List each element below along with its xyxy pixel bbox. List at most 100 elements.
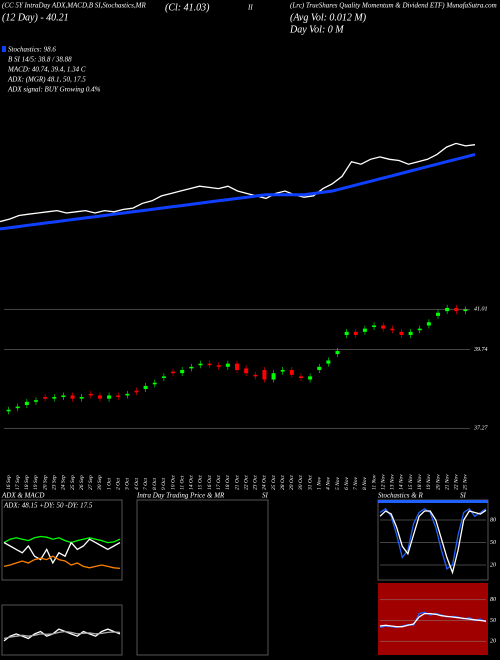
x-tick-label: 19 Sep — [33, 475, 39, 490]
x-tick-label: 17 Sep — [15, 475, 21, 490]
candle-body — [15, 406, 20, 409]
x-tick-label: 23 Oct — [253, 475, 259, 490]
candle-body — [253, 374, 258, 377]
stat: Stochastics: 98.6 — [8, 46, 56, 54]
day-vol: Day Vol: 0 M — [289, 24, 344, 35]
candle-body — [189, 366, 194, 369]
line-series — [379, 612, 487, 628]
x-tick-label: 1 Oct — [106, 477, 112, 490]
y-tick-label: 20 — [490, 562, 496, 568]
x-tick-label: 21 Oct — [234, 475, 240, 490]
x-tick-label: 10 Oct — [170, 475, 176, 490]
candle-body — [390, 328, 395, 331]
x-tick-label: 25 Oct — [271, 475, 277, 490]
close-text: (Cl: 41.03) — [165, 2, 210, 13]
panel-subtitle: SI — [262, 492, 269, 500]
x-tick-label: 2 Oct — [115, 477, 121, 490]
x-tick-label: 8 Nov — [362, 476, 368, 490]
candle-body — [262, 370, 267, 380]
candle-body — [33, 400, 38, 402]
candle-body — [362, 328, 367, 332]
candle-body — [134, 390, 139, 393]
x-tick-label: 14 Nov — [398, 474, 405, 490]
candle-body — [180, 370, 185, 374]
candle-body — [161, 376, 166, 378]
candle-body — [344, 331, 349, 335]
line-series — [0, 152, 476, 231]
x-tick-label: 8 Oct — [152, 477, 158, 490]
candle-body — [79, 397, 84, 399]
day-text: (12 Day) - 40.21 — [2, 12, 69, 23]
x-tick-label: 24 Sep — [60, 475, 67, 490]
panel-frame — [136, 499, 269, 656]
x-tick-label: 16 Oct — [207, 475, 213, 490]
x-tick-label: 15 Nov — [408, 474, 414, 490]
candle-body — [353, 331, 358, 335]
panel-band — [378, 500, 488, 503]
candle-body — [88, 393, 93, 396]
candle-body — [335, 350, 340, 355]
line-series — [3, 535, 121, 544]
x-tick-label: 17 Oct — [216, 475, 222, 490]
candle-body — [43, 397, 48, 399]
candle-body — [70, 395, 75, 399]
y-tick-label: 37.27 — [473, 426, 489, 432]
candle-body — [271, 373, 276, 380]
panel-subtitle: ADX: 48.15 +DY: 50 -DY: 17.5 — [3, 502, 93, 510]
x-tick-label: 4 Nov — [325, 476, 332, 490]
x-tick-label: 25 Nov — [463, 474, 469, 490]
candle-body — [454, 307, 459, 312]
candle-body — [207, 363, 212, 366]
line-series — [3, 538, 121, 565]
candle-body — [445, 307, 450, 312]
x-tick-label: 11 Oct — [179, 475, 185, 490]
stat: MACD: 40.74, 39.4, 1.34 C — [7, 66, 86, 74]
x-tick-label: 23 Sep — [52, 475, 58, 490]
candle-body — [317, 366, 322, 370]
x-tick-label: 31 Oct — [307, 475, 313, 491]
stat: B SI 14/5: 38.8 / 38.88 — [8, 56, 72, 64]
x-tick-label: 27 Sep — [88, 475, 94, 490]
panel-title: Intra Day Trading Price & MR — [136, 492, 225, 500]
y-tick-label: 50 — [490, 618, 496, 624]
panel-frame — [1, 499, 123, 581]
candle-body — [61, 395, 66, 398]
y-tick-label: 39.74 — [473, 346, 488, 353]
candle-body — [198, 363, 203, 366]
line-series — [3, 628, 121, 642]
candle-body — [52, 397, 57, 399]
candle-body — [6, 409, 11, 412]
header-text: II — [247, 4, 253, 12]
y-tick-label: 80 — [490, 597, 496, 603]
candle-body — [244, 368, 249, 374]
candle-body — [152, 382, 157, 385]
y-tick-label: 41.01 — [474, 306, 488, 313]
x-tick-label: 20 Sep — [42, 475, 48, 490]
y-tick-label: 20 — [490, 639, 496, 645]
x-tick-label: 6 Nov — [344, 476, 350, 490]
x-tick-label: 9 Oct — [161, 477, 167, 490]
panel-frame — [1, 604, 123, 656]
x-tick-label: 26 Sep — [79, 475, 85, 490]
x-tick-label: 22 Oct — [243, 475, 249, 490]
x-tick-label: 20 Nov — [435, 474, 441, 490]
x-tick-label: 7 Oct — [143, 477, 149, 490]
panel-title: Stochastics & R — [378, 492, 423, 500]
candle-body — [289, 370, 294, 375]
stat: ADX: (MGR) 48.1, 50, 17.5 — [7, 76, 86, 84]
avg-vol: (Avg Vol: 0.012 M) — [290, 12, 367, 23]
x-tick-label: 1 Nov — [317, 476, 323, 490]
candle-body — [24, 401, 29, 405]
candle-body — [280, 370, 285, 372]
x-tick-label: 13 Nov — [390, 474, 396, 490]
panel-title: ADX & MACD — [1, 492, 44, 500]
header-text: (CC 5Y IntraDay ADX,MACD,B SI,Stochastic… — [2, 2, 146, 10]
line-series — [3, 630, 121, 640]
candle-body — [381, 325, 386, 329]
candle-body — [97, 395, 102, 399]
x-tick-label: 4 Oct — [133, 477, 140, 490]
x-tick-label: 18 Nov — [417, 474, 423, 490]
x-tick-label: 29 Oct — [289, 475, 295, 490]
candle-body — [408, 331, 413, 335]
